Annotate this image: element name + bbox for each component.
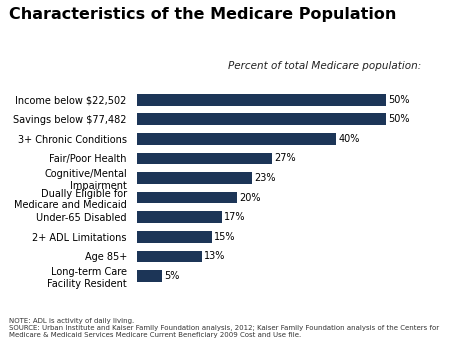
- Bar: [137, 231, 212, 243]
- Bar: [137, 94, 386, 105]
- Bar: [137, 133, 336, 145]
- Text: FOUNDATION: FOUNDATION: [378, 325, 419, 330]
- Text: KAISER: KAISER: [378, 311, 418, 321]
- Text: 13%: 13%: [204, 251, 226, 261]
- Text: THE HENRY J.: THE HENRY J.: [382, 308, 414, 313]
- Bar: [137, 211, 222, 223]
- Text: Characteristics of the Medicare Population: Characteristics of the Medicare Populati…: [9, 7, 396, 22]
- Bar: [137, 250, 202, 262]
- Bar: [137, 152, 271, 164]
- Text: FAMILY: FAMILY: [379, 317, 417, 327]
- Text: NOTE: ADL is activity of daily living.
SOURCE: Urban Institute and Kaiser Family: NOTE: ADL is activity of daily living. S…: [9, 318, 439, 338]
- Bar: [137, 270, 162, 282]
- Text: Percent of total Medicare population:: Percent of total Medicare population:: [228, 61, 421, 71]
- Text: 40%: 40%: [339, 134, 360, 144]
- Text: 50%: 50%: [388, 95, 410, 105]
- Bar: [137, 192, 237, 203]
- Text: 50%: 50%: [388, 114, 410, 124]
- Text: 23%: 23%: [254, 173, 276, 183]
- Bar: [137, 172, 252, 184]
- Text: 15%: 15%: [214, 232, 236, 242]
- Text: 5%: 5%: [165, 271, 180, 281]
- Bar: [137, 113, 386, 125]
- Text: 17%: 17%: [224, 212, 246, 222]
- Text: 27%: 27%: [274, 153, 296, 163]
- Text: 20%: 20%: [239, 193, 261, 202]
